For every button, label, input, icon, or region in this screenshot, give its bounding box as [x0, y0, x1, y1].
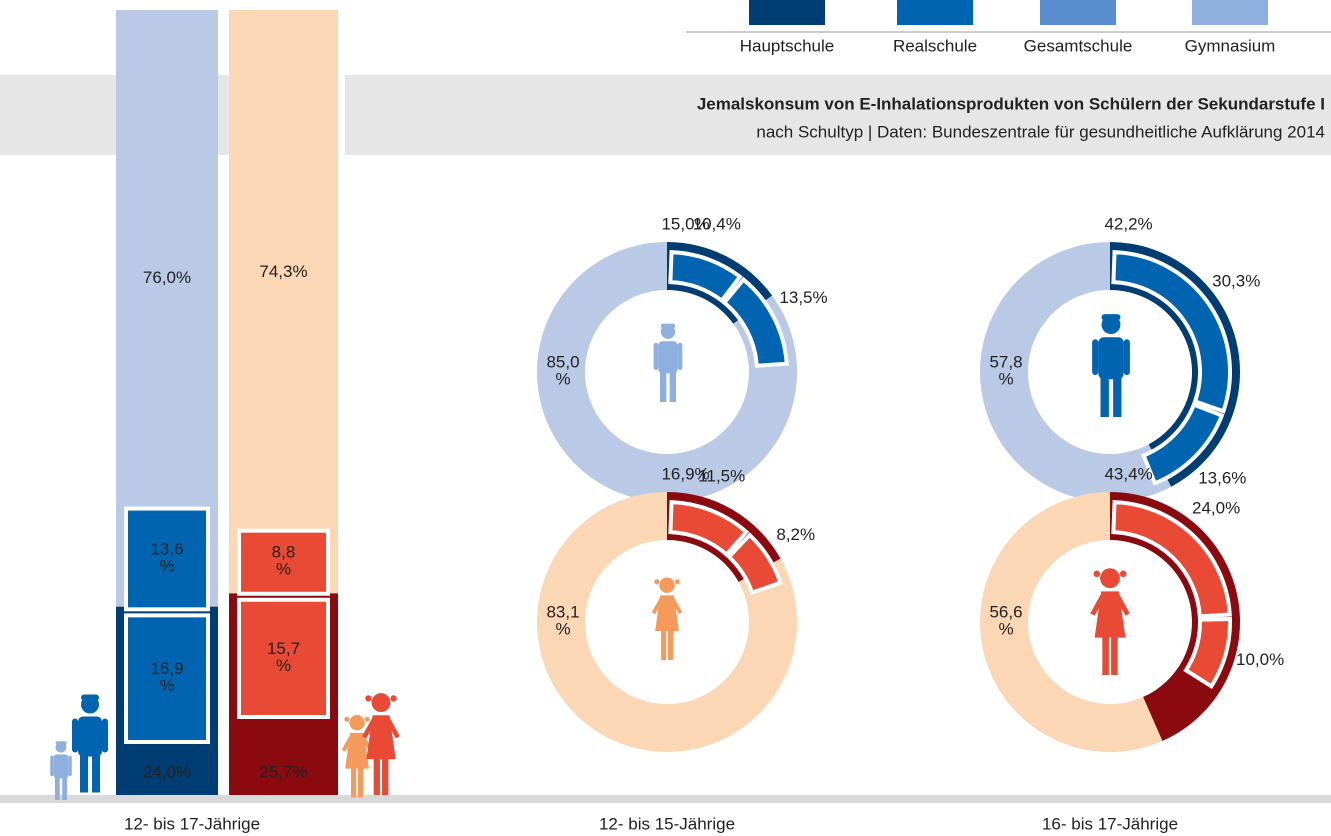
- inner-arc: [721, 276, 789, 368]
- boy-icon: [653, 323, 683, 402]
- inner-label: 13,6%: [150, 540, 183, 576]
- legend-swatch: [1192, 0, 1268, 25]
- value-label: 76,0%: [143, 268, 191, 287]
- donut-segment: [979, 491, 1163, 752]
- inner-label: 11,5%: [698, 466, 745, 485]
- legend-label: Hauptschule: [740, 36, 835, 55]
- inner-arc: [1111, 500, 1232, 619]
- inner-box: [237, 597, 330, 720]
- value-label: 16,9%: [661, 465, 709, 484]
- value-label: 83,1%: [546, 603, 579, 639]
- x-label: 12- bis 15-Jährige: [599, 814, 735, 833]
- inner-label: 10,4%: [693, 215, 741, 234]
- inner-label: 16,9%: [150, 660, 183, 696]
- value-label: 57,8%: [989, 353, 1022, 389]
- x-label: 12- bis 17-Jährige: [124, 814, 260, 833]
- inner-label: 8,2%: [776, 525, 815, 544]
- girl-icon: [651, 577, 683, 660]
- legend-label: Gymnasium: [1185, 36, 1276, 55]
- legend-label: Gesamtschule: [1024, 36, 1133, 55]
- value-label: 43,4%: [1104, 465, 1152, 484]
- header-band: [345, 75, 1331, 155]
- x-label: 16- bis 17-Jährige: [1042, 814, 1178, 833]
- inner-label: 15,7%: [267, 639, 300, 675]
- inner-label: 30,3%: [1212, 272, 1260, 291]
- legend-label: Realschule: [893, 36, 977, 55]
- value-label: 42,2%: [1104, 215, 1152, 234]
- baseline: [0, 795, 1331, 803]
- inner-label: 13,5%: [779, 288, 827, 307]
- subtitle: nach Schultyp | Daten: Bundeszentrale fü…: [756, 122, 1325, 141]
- value-label: 85,0%: [546, 353, 579, 389]
- charts: Hauptschule Realschule Gesamtschule Gymnasi…: [116, 0, 1284, 833]
- inner-arc: [1183, 616, 1232, 690]
- inner-label: 13,6%: [1198, 468, 1246, 487]
- inner-label: 10,0%: [1236, 650, 1284, 669]
- boy-icon: [50, 741, 72, 800]
- donut-segment: [537, 242, 797, 503]
- inner-box: [124, 613, 210, 745]
- value-label: 15,0%: [661, 215, 709, 234]
- inner-arc: [1111, 250, 1232, 414]
- inner-arc: [726, 532, 783, 596]
- girl-icon: [1090, 568, 1130, 675]
- inner-label: 24,0%: [1192, 498, 1240, 517]
- donut-segment: [536, 492, 797, 752]
- bar-segment: [229, 10, 338, 594]
- value-label: 56,6%: [989, 603, 1022, 639]
- value-label: 25,7%: [259, 762, 307, 781]
- title: Jemalskonsum von E-Inhalationsprodukten …: [697, 94, 1325, 113]
- inner-arc: [668, 500, 750, 558]
- boy-icon: [72, 694, 108, 793]
- inner-label: 8,8%: [272, 543, 296, 579]
- legend-swatch: [1040, 0, 1116, 25]
- legend-swatch: [897, 0, 973, 25]
- donut-segment: [979, 242, 1172, 503]
- inner-arc: [668, 250, 743, 304]
- inner-box: [237, 528, 330, 596]
- inner-arc: [1141, 402, 1225, 486]
- value-label: 24,0%: [143, 762, 191, 781]
- inner-box: [124, 506, 210, 612]
- legend-swatch: [749, 0, 825, 25]
- value-label: 74,3%: [259, 262, 307, 281]
- boy-icon: [1092, 314, 1130, 417]
